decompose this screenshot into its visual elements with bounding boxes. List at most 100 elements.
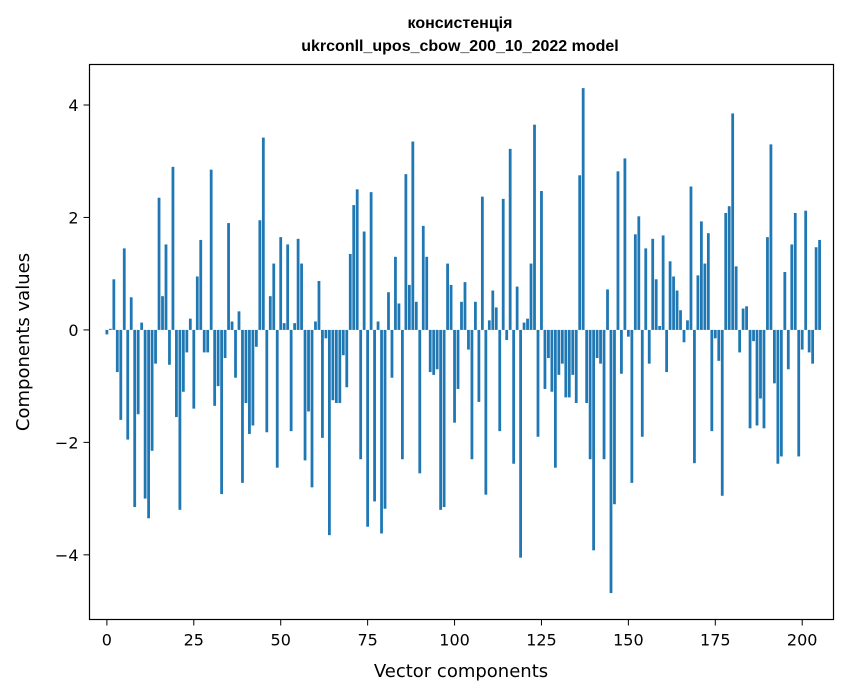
bar-182	[738, 329, 742, 353]
bar-45	[261, 137, 265, 330]
y-tick-label: 2	[68, 208, 78, 227]
bar-107	[477, 329, 481, 402]
bar-203	[811, 329, 815, 364]
bar-80	[383, 329, 387, 509]
bar-64	[328, 329, 331, 536]
bar-156	[647, 329, 651, 364]
bar-114	[501, 198, 505, 330]
bar-123	[533, 124, 536, 330]
bar-65	[331, 329, 335, 401]
bar-109	[484, 329, 488, 495]
bar-86	[404, 174, 408, 330]
bar-135	[574, 329, 578, 404]
bar-41	[248, 329, 251, 434]
bar-67	[338, 329, 342, 404]
bar-88	[411, 141, 415, 330]
bar-2	[112, 279, 116, 330]
bar-94	[432, 329, 436, 375]
bar-170	[696, 275, 700, 330]
x-tick-label: 75	[357, 631, 377, 650]
bar-15	[157, 197, 161, 330]
bar-193	[776, 329, 780, 464]
bar-71	[352, 205, 356, 330]
bar-115	[505, 329, 509, 341]
bar-37	[234, 329, 237, 378]
bar-18	[168, 329, 171, 365]
bar-31	[213, 329, 217, 406]
bar-77	[373, 329, 376, 502]
plot-frame	[88, 63, 835, 621]
bar-145	[609, 329, 613, 594]
bar-8	[133, 329, 137, 508]
bar-47	[268, 296, 272, 330]
bar-171	[700, 221, 703, 330]
chart-title-line1: консистенція	[408, 15, 513, 32]
bar-164	[675, 290, 679, 330]
bar-54	[293, 323, 297, 330]
bar-101	[456, 329, 460, 389]
bar-183	[741, 308, 745, 330]
bar-177	[720, 329, 724, 496]
bar-125	[540, 191, 543, 330]
x-tick-label: 175	[700, 631, 731, 650]
bar-169	[693, 329, 696, 464]
bar-63	[324, 329, 328, 339]
bar-10	[140, 322, 144, 330]
bar-162	[668, 261, 672, 330]
bar-106	[474, 301, 477, 330]
bar-12	[147, 329, 150, 519]
bar-153	[637, 216, 641, 330]
bar-89	[414, 301, 418, 330]
bar-20	[175, 329, 178, 418]
bar-110	[487, 320, 491, 330]
x-tick-label: 125	[526, 631, 557, 650]
bar-1	[108, 328, 112, 330]
bar-97	[442, 329, 446, 508]
bar-76	[369, 192, 373, 330]
bar-52	[286, 244, 290, 330]
bar-192	[773, 329, 776, 384]
x-tick-label: 25	[184, 631, 204, 650]
bar-121	[526, 318, 529, 330]
bar-96	[439, 329, 443, 510]
bar-38	[237, 311, 241, 330]
bar-185	[748, 329, 752, 429]
bar-199	[797, 329, 801, 457]
bar-113	[498, 329, 502, 432]
bar-120	[522, 322, 526, 330]
bar-160	[661, 235, 665, 330]
bar-48	[272, 263, 276, 330]
bar-3	[115, 329, 119, 373]
bar-128	[550, 329, 554, 392]
y-tick-label: −4	[55, 546, 79, 565]
bar-59	[310, 329, 314, 488]
bar-181	[734, 266, 738, 330]
bar-100	[453, 329, 456, 423]
bar-75	[366, 329, 370, 527]
bar-83	[394, 256, 397, 330]
bar-92	[425, 256, 429, 330]
bar-127	[547, 329, 550, 359]
bar-55	[296, 238, 300, 330]
bar-187	[755, 329, 759, 426]
bar-19	[171, 166, 175, 330]
y-ticks-group: −4 −2 0 2 4	[55, 96, 90, 565]
bar-39	[241, 329, 244, 483]
bar-172	[703, 263, 707, 330]
bar-78	[376, 321, 380, 330]
bar-81	[387, 292, 390, 330]
bar-7	[129, 297, 133, 330]
bar-158	[654, 279, 658, 330]
bar-40	[244, 329, 248, 404]
bar-200	[800, 329, 804, 350]
bar-142	[599, 329, 602, 364]
x-tick-label: 0	[102, 631, 112, 650]
bar-124	[536, 329, 540, 437]
bar-73	[359, 329, 363, 460]
bar-50	[279, 237, 283, 330]
bar-144	[606, 289, 609, 330]
bar-79	[380, 329, 383, 534]
bar-27	[199, 239, 203, 330]
bar-29	[206, 329, 210, 353]
y-tick-label: 0	[68, 321, 78, 340]
